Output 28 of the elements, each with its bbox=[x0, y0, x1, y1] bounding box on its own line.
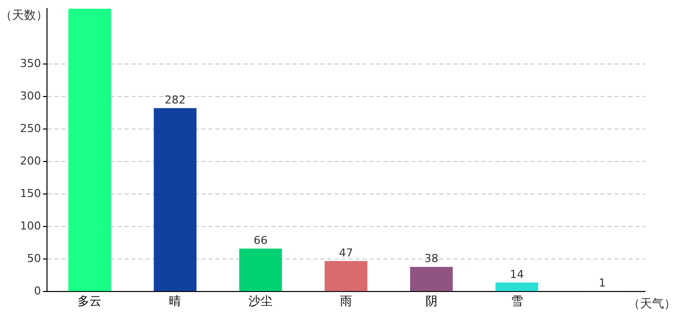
data-label: 66 bbox=[254, 234, 268, 248]
y-tick-label: 200 bbox=[20, 154, 41, 168]
x-tick-label: 晴 bbox=[169, 294, 182, 308]
y-tick-label: 250 bbox=[20, 122, 41, 135]
x-tick-label: 阴 bbox=[425, 294, 438, 308]
data-label: 47 bbox=[339, 246, 353, 260]
x-tick-label: 雨 bbox=[340, 294, 352, 308]
bar bbox=[68, 8, 112, 292]
data-label: 282 bbox=[164, 93, 186, 106]
x-tick-label: 雪 bbox=[510, 294, 523, 308]
bar bbox=[496, 282, 538, 292]
y-tick-label: 350 bbox=[20, 56, 41, 70]
data-label: 1 bbox=[598, 276, 606, 290]
x-tick-label: 沙尘 bbox=[248, 294, 273, 308]
y-tick-label: 50 bbox=[26, 252, 41, 265]
x-tick-label: 多云 bbox=[78, 294, 102, 308]
x-axis-title: （天气） bbox=[628, 296, 676, 311]
bar bbox=[239, 248, 282, 292]
bar bbox=[410, 266, 453, 292]
bar bbox=[154, 108, 196, 292]
y-tick-label: 100 bbox=[20, 219, 41, 232]
y-tick-label: 0 bbox=[34, 284, 41, 298]
y-tick-label: 150 bbox=[20, 186, 41, 200]
data-label: 14 bbox=[510, 268, 524, 281]
y-tick-label: 300 bbox=[20, 89, 41, 102]
data-label: 38 bbox=[424, 252, 438, 266]
y-axis-title: （天数） bbox=[0, 8, 48, 22]
bar bbox=[324, 261, 368, 292]
